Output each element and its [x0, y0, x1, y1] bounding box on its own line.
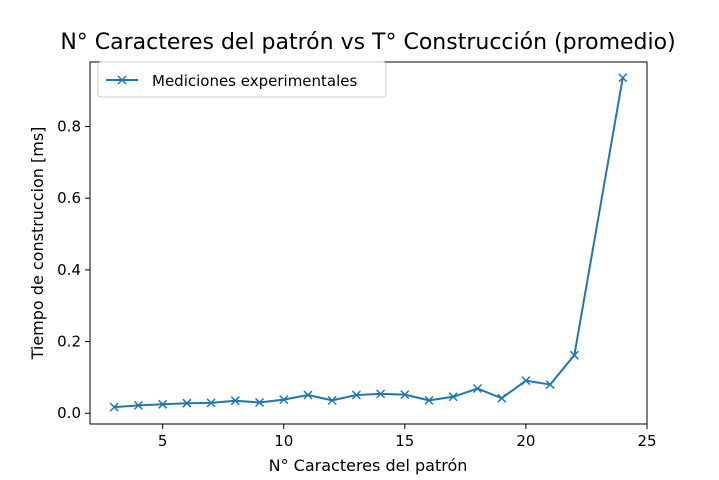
data-point-12 [327, 395, 337, 405]
x-tick-label-5: 5 [158, 432, 168, 450]
data-point-21 [545, 380, 555, 390]
y-tick-label-2: 0.4 [57, 261, 81, 279]
data-point-14 [376, 389, 386, 399]
data-point-8 [230, 396, 240, 406]
legend-x-marker [117, 75, 127, 85]
chart-title: N° Caracteres del patrón vs T° Construcc… [60, 30, 675, 55]
y-tick-label-1: 0.2 [57, 333, 81, 351]
x-tick-label-20: 20 [516, 432, 535, 450]
x-axis-ticks: 5 10 15 20 25 [158, 424, 657, 450]
legend-box [97, 61, 387, 98]
data-point-16 [424, 395, 434, 405]
data-point-19 [497, 393, 507, 403]
x-tick-label-25: 25 [637, 432, 656, 450]
data-point-17 [448, 392, 458, 402]
y-tick-label-0: 0.0 [57, 404, 81, 422]
data-point-18 [472, 383, 483, 394]
data-point-20 [521, 376, 531, 386]
data-point-13 [351, 390, 361, 400]
legend-entry-label: Mediciones experimentales [152, 72, 358, 90]
legend: Mediciones experimentales [97, 61, 387, 98]
data-point-9 [254, 397, 265, 408]
data-point-6 [182, 398, 192, 408]
data-layer [109, 73, 628, 412]
y-tick-label-4: 0.8 [57, 118, 81, 136]
data-point-5 [158, 399, 168, 409]
data-point-15 [400, 390, 410, 400]
y-tick-label-3: 0.6 [57, 189, 81, 207]
data-point-24 [618, 73, 628, 83]
data-point-3 [109, 402, 119, 412]
x-tick-label-15: 15 [395, 432, 414, 450]
y-axis-ticks: 0.0 0.2 0.4 0.6 0.8 [57, 118, 90, 422]
data-point-10 [279, 395, 289, 405]
y-axis-label: Tiempo de construccion [ms] [28, 127, 47, 361]
data-point-22 [569, 350, 579, 360]
data-point-4 [133, 400, 143, 410]
data-point-7 [206, 398, 216, 408]
data-point-11 [303, 390, 313, 400]
x-axis-label: N° Caracteres del patrón [269, 456, 468, 475]
x-tick-label-10: 10 [274, 432, 293, 450]
legend-marker-x [117, 75, 127, 85]
